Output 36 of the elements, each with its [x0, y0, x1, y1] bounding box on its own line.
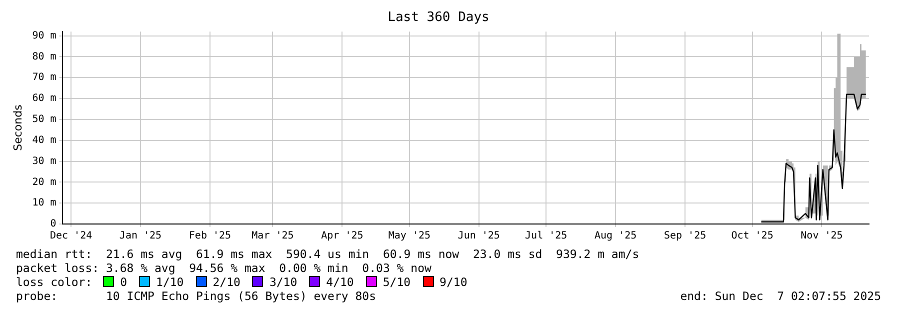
y-tick-label: 50 m: [32, 114, 56, 126]
x-tick-label: Oct '25: [731, 230, 774, 242]
text: end: Sun Dec 7 02:07:55 2025: [680, 289, 881, 303]
x-tick-label: Feb '25: [188, 230, 232, 242]
x-tick-label: Mar '25: [252, 230, 294, 242]
legend-label: 2/10: [212, 275, 240, 289]
y-tick-label: 70 m: [32, 72, 56, 84]
x-tick-label: May '25: [388, 230, 430, 242]
legend-title: loss color:: [16, 275, 94, 289]
legend-label: 0: [120, 275, 128, 289]
x-tick-label: Jul '25: [525, 230, 568, 242]
legend-label: 3/10: [269, 275, 298, 289]
legend-label: 4/10: [326, 275, 354, 289]
text: packet loss: 3.68 % avg 94.56 % max 0.00 % min 0.03 % now: [16, 261, 432, 275]
y-tick-label: 20 m: [32, 176, 56, 188]
text: median rtt: 21.6 ms avg 61.9 ms max 590.4 us min 60.9 ms now 23.0 ms sd 939.2 m am/s: [16, 247, 640, 261]
y-tick-label: 90 m: [32, 30, 56, 42]
x-tick-label: Jun '25: [458, 230, 500, 242]
text: probe: 10 ICMP Echo Pings (56 Bytes) every 80s: [16, 289, 376, 303]
y-tick-label: 0: [50, 218, 56, 230]
chart-title: Last 360 Days: [388, 10, 490, 26]
y-tick-label: 40 m: [32, 134, 56, 146]
y-tick-label: 10 m: [32, 198, 56, 209]
x-tick-label: Dec '24: [50, 230, 92, 242]
y-tick-label: 80 m: [32, 51, 56, 62]
y-tick-label: 60 m: [32, 93, 56, 104]
x-tick-label: Apr '25: [321, 230, 364, 242]
legend-label: 5/10: [382, 275, 411, 289]
legend-label: 1/10: [156, 275, 184, 289]
x-tick-label: Aug '25: [594, 230, 637, 242]
x-tick-label: Jan '25: [119, 230, 162, 242]
x-tick-label: Nov '25: [800, 230, 843, 242]
x-tick-label: Sep '25: [664, 230, 706, 242]
legend-label: 9/10: [440, 275, 468, 289]
y-axis-title: Seconds: [11, 104, 24, 151]
y-tick-label: 30 m: [32, 156, 56, 167]
